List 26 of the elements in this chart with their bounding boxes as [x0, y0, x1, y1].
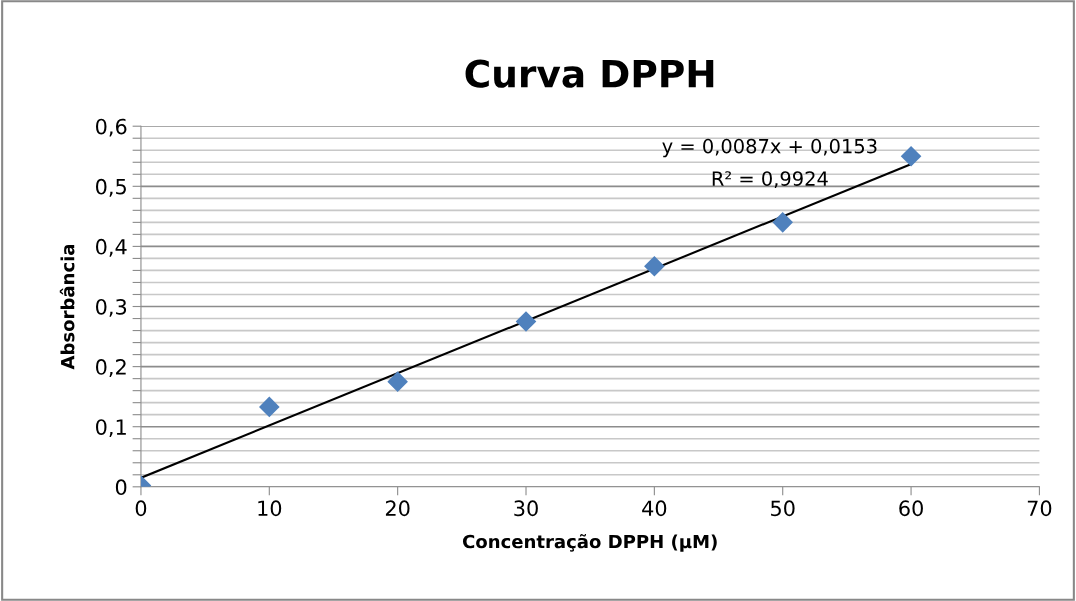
y-tick-label: 0,6	[96, 118, 127, 137]
point	[387, 371, 408, 392]
y-tick-label: 0	[115, 479, 127, 496]
y-tick-label: 0,2	[96, 359, 126, 377]
x-tick-label: 10	[258, 500, 282, 517]
x-tick-label: 70	[1027, 500, 1052, 517]
point	[515, 311, 537, 332]
chart-title: Curva DPPH	[465, 59, 714, 88]
x-tick-label: 20	[385, 500, 410, 517]
x-tick-label: 50	[771, 500, 795, 517]
x-tick-label: 60	[899, 500, 923, 517]
point	[772, 212, 794, 233]
x-tick-label: 40	[642, 500, 667, 517]
x-tick-label: 0	[135, 500, 147, 517]
annotation: y = 0,0087x + 0,0153	[662, 138, 877, 158]
y-tick-label: 0,1	[96, 419, 126, 438]
point	[900, 145, 922, 167]
annotation: R² = 0,9924	[712, 171, 828, 188]
y-tick-label: 0,4	[96, 238, 127, 257]
point	[259, 396, 280, 418]
x-tick-label: 30	[514, 500, 538, 517]
point	[644, 255, 665, 277]
y-tick-label: 0,5	[96, 178, 126, 197]
y-axis-title: Absorbância	[59, 244, 75, 370]
x-axis-title: Concentração DPPH (µM)	[462, 534, 717, 552]
y-tick-label: 0,3	[96, 298, 127, 317]
